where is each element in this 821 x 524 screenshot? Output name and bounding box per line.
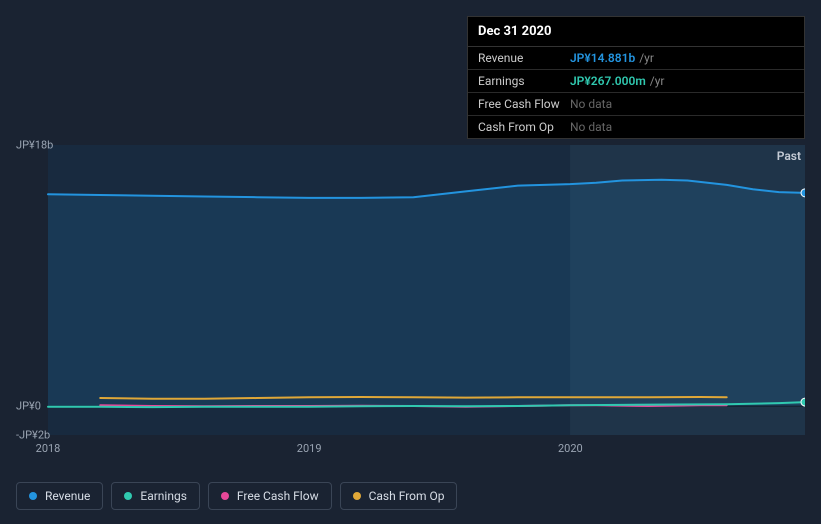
- x-axis-label: 2020: [558, 442, 583, 455]
- tooltip-row-unit: /yr: [650, 74, 665, 88]
- legend: Revenue Earnings Free Cash Flow Cash From O…: [16, 482, 457, 510]
- tooltip-row: EarningsJP¥267.000m/yr: [468, 70, 804, 93]
- legend-label: Revenue: [45, 489, 90, 503]
- legend-item[interactable]: Free Cash Flow: [208, 482, 332, 510]
- tooltip-row-unit: /yr: [639, 51, 654, 65]
- tooltip-row-value: JP¥14.881b: [570, 51, 635, 65]
- tooltip-card: Dec 31 2020 RevenueJP¥14.881b/yrEarnings…: [467, 16, 805, 139]
- chart-container: Past JP¥18b JP¥0 -JP¥2b 2018 2019 2020: [16, 125, 805, 465]
- legend-item[interactable]: Earnings: [111, 482, 200, 510]
- tooltip-row-label: Free Cash Flow: [478, 97, 570, 111]
- legend-label: Free Cash Flow: [237, 489, 319, 503]
- legend-dot-icon: [221, 492, 229, 500]
- legend-item[interactable]: Cash From Op: [340, 482, 458, 510]
- tooltip-row-label: Earnings: [478, 74, 570, 88]
- legend-dot-icon: [353, 492, 361, 500]
- chart-svg: [16, 125, 805, 465]
- legend-item[interactable]: Revenue: [16, 482, 103, 510]
- past-label: Past: [777, 149, 801, 163]
- legend-label: Cash From Op: [369, 489, 445, 503]
- tooltip-row-nodata: No data: [570, 97, 612, 111]
- tooltip-date: Dec 31 2020: [468, 17, 804, 47]
- x-axis-label: 2019: [297, 442, 322, 455]
- y-axis-label: JP¥0: [16, 400, 41, 413]
- tooltip-row-value: JP¥267.000m: [570, 74, 646, 88]
- y-axis-label: JP¥18b: [16, 139, 53, 152]
- tooltip-row: Free Cash FlowNo data: [468, 93, 804, 116]
- legend-dot-icon: [29, 492, 37, 500]
- legend-dot-icon: [124, 492, 132, 500]
- tooltip-row: RevenueJP¥14.881b/yr: [468, 47, 804, 70]
- x-axis-label: 2018: [36, 442, 61, 455]
- y-axis-label: -JP¥2b: [16, 429, 50, 442]
- tooltip-row-label: Revenue: [478, 51, 570, 65]
- legend-label: Earnings: [140, 489, 187, 503]
